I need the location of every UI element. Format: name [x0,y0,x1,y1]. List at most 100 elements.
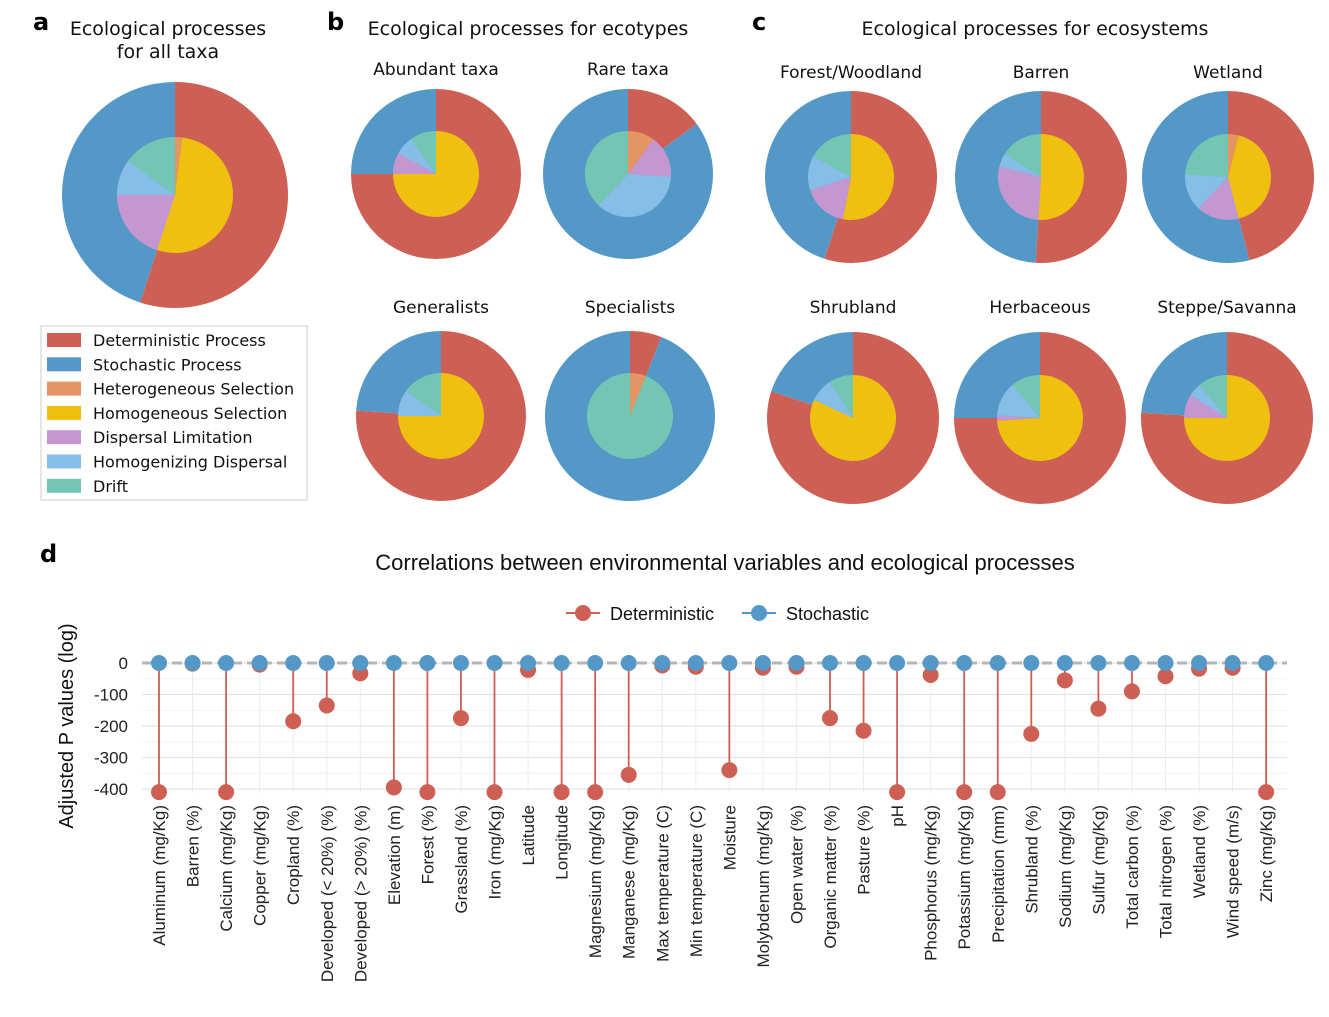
pie-abundant-taxa: Abundant taxa [351,60,521,259]
legend-swatch-dispersal [47,430,81,445]
d-xtick-label-open-water: Open water (%) [787,805,806,924]
d-point-stochastic-wetland [1191,655,1208,671]
pie-rare-taxa: Rare taxa [543,60,714,259]
pie-rare-taxa-inner-dispersal [628,139,672,177]
pie-generalists: Generalists [356,298,527,502]
pie-specialists-inner-drift [586,373,673,459]
d-point-stochastic-latitude [520,655,537,671]
d-point-stochastic-organic-matter [822,655,838,671]
panel-b-title: Ecological processes for ecotypes [368,18,689,40]
d-xtick-label-aluminum-mg-kg: Aluminum (mg/Kg) [150,805,169,946]
d-point-deterministic-precipitation-mm [989,784,1006,801]
pie-wetland-inner-drift [1185,134,1228,177]
d-xtick-label-elevation-m: Elevation (m) [385,805,404,905]
panel-letter-d: d [40,540,57,568]
d-point-stochastic-moisture [721,655,738,671]
d-point-stochastic-sulfur-mg-kg [1090,655,1107,671]
panel-letter-a: a [33,8,49,36]
d-xtick-label-calcium-mg-kg: Calcium (mg/Kg) [217,805,236,932]
panel-d-title: Correlations between environmental varia… [375,550,1075,575]
d-point-stochastic-magnesium-mg-kg [587,655,604,671]
d-xtick-label-min-temperature-c: Min temperature (C) [687,805,706,957]
d-point-deterministic-moisture [721,762,738,779]
pie-forest-woodland-outer-stochastic [764,91,851,259]
d-xtick-label-sodium-mg-kg: Sodium (mg/Kg) [1056,805,1075,928]
d-point-stochastic-ph [889,655,906,671]
d-point-stochastic-developed-20 [352,655,369,671]
pie-title-abundant-taxa: Abundant taxa [373,60,499,80]
d-xtick-label-developed-20: Developed (> 20%) (%) [351,805,370,982]
d-point-deterministic-elevation-m [385,779,402,796]
d-point-stochastic-total-nitrogen [1157,655,1174,671]
pie-herbaceous: Herbaceous [954,298,1126,504]
pie-ecological-processes-for-all-taxa-inner-dispersal [117,195,175,251]
d-xtick-label-ph: pH [888,805,907,827]
d-legend-label-deterministic: Deterministic [610,604,714,624]
pie-title-herbaceous: Herbaceous [989,298,1090,318]
d-point-deterministic-iron-mg-kg [486,784,503,801]
d-point-stochastic-wind-speed-m-s [1224,655,1241,671]
pie-shrubland-inner-homogenizing [814,381,853,418]
panel-letter-b: b [327,8,344,36]
d-point-deterministic-potassium-mg-kg [956,784,973,801]
pie-steppe-savanna: Steppe/Savanna [1141,298,1314,504]
d-point-stochastic-developed-20 [318,655,335,671]
d-point-stochastic-barren [184,655,201,671]
pie-abundant-taxa-inner-drift [410,131,436,174]
d-xtick-label-copper-mg-kg: Copper (mg/Kg) [251,805,270,926]
legend-label-drift: Drift [93,477,128,496]
legend-swatch-stochastic [47,357,81,372]
d-point-stochastic-min-temperature-c [687,655,704,671]
d-point-stochastic-molybdenum-mg-kg [754,655,771,671]
d-xtick-label-manganese-mg-kg: Manganese (mg/Kg) [620,805,639,959]
d-legend-label-stochastic: Stochastic [786,604,869,624]
d-point-stochastic-grassland [452,655,469,671]
legend-swatch-deterministic [47,333,81,347]
pie-barren-inner-drift [1004,134,1041,177]
d-xtick-label-pasture: Pasture (%) [855,805,874,895]
panel-letter-c: c [752,8,766,36]
d-ytick-label: -100 [94,686,128,705]
d-legend-marker-stochastic [751,605,767,621]
legend-label-deterministic: Deterministic Process [93,331,266,350]
d-point-deterministic-shrubland [1023,725,1040,742]
d-xtick-label-max-temperature-c: Max temperature (C) [653,805,672,962]
d-point-deterministic-developed-20 [318,697,335,714]
legend-label-heterogeneous: Heterogeneous Selection [93,380,294,399]
d-xtick-label-phosphorus-mg-kg: Phosphorus (mg/Kg) [922,805,941,961]
panel-a-title-line-1: Ecological processes [70,18,266,40]
d-point-stochastic-longitude [553,655,570,671]
d-point-stochastic-forest [419,655,436,671]
pie-rare-taxa-inner-homogenizing [598,174,671,218]
d-point-deterministic-aluminum-mg-kg [151,784,167,801]
d-point-deterministic-calcium-mg-kg [218,784,235,801]
legend-label-homogenizing: Homogenizing Dispersal [93,453,287,472]
legend-swatch-homogeneous [47,405,81,420]
d-xtick-label-wetland: Wetland (%) [1190,805,1209,898]
d-point-deterministic-longitude [553,784,570,801]
d-point-stochastic-calcium-mg-kg [218,655,235,671]
d-xtick-label-precipitation-mm: Precipitation (mm) [989,805,1008,943]
pie-shrubland-inner-homogeneous [809,375,896,461]
pie-shrubland: Shrubland [766,298,939,504]
pie-ecological-processes-for-all-taxa-inner-homogenizing [117,160,175,195]
d-point-deterministic-phosphorus-mg-kg [922,666,939,683]
legend-swatch-drift [47,478,81,493]
d-xtick-label-organic-matter: Organic matter (%) [821,805,840,949]
d-ytick-label: -300 [94,749,128,768]
pie-wetland: Wetland [1142,63,1315,263]
d-xtick-label-iron-mg-kg: Iron (mg/Kg) [486,805,505,899]
d-xtick-label-developed-20: Developed (< 20%) (%) [318,805,337,982]
pie-charts: Abundant taxa Rare taxa Generalists Special… [61,60,1315,504]
pie-ecological-processes-for-all-taxa-inner-drift [128,137,175,195]
pie-shrubland-inner-drift [829,375,853,418]
pie-forest-woodland-inner-drift [813,134,851,177]
d-point-stochastic-aluminum-mg-kg [151,655,167,671]
d-xtick-label-latitude: Latitude [519,805,538,866]
d-xtick-label-total-nitrogen: Total nitrogen (%) [1157,805,1176,938]
pie-wetland-inner-dispersal [1198,177,1239,221]
pie-steppe-savanna-inner-homogenizing [1190,384,1227,418]
d-xtick-label-barren: Barren (%) [184,805,203,887]
d-xtick-label-wind-speed-m-s: Wind speed (m/s) [1224,805,1243,938]
